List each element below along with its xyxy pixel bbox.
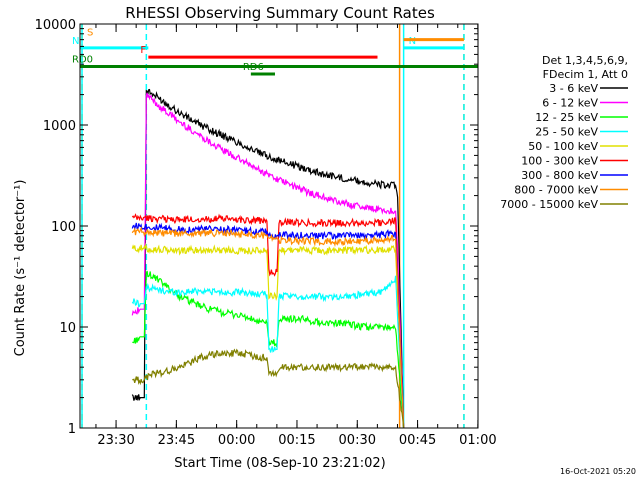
y-tick-label: 10 (59, 321, 76, 336)
legend-entry-12-25-kev: 12 - 25 keV (535, 111, 598, 124)
legend-entry-3-6-kev: 3 - 6 keV (549, 82, 598, 95)
state-label-5: RD6 (243, 62, 264, 73)
legend-header-decimation: FDecim 1, Att 0 (543, 68, 628, 81)
state-label-4: RD0 (72, 54, 93, 65)
x-tick-label: 00:00 (218, 433, 255, 448)
state-label-3: F (140, 45, 146, 56)
legend-entry-6-12-kev: 6 - 12 keV (542, 97, 598, 110)
legend-entry-800-7000-kev: 800 - 7000 keV (514, 184, 598, 197)
y-axis-label: Count Rate (s⁻¹ detector⁻¹) (13, 180, 28, 357)
x-tick-label: 00:30 (339, 433, 376, 448)
series-line-3-6-kev (131, 88, 405, 429)
x-tick-label: 23:45 (158, 433, 195, 448)
y-tick-label: 1000 (43, 119, 76, 134)
x-tick-label: 01:00 (459, 433, 496, 448)
state-label-0: S (87, 28, 93, 39)
series-line-50-100-kev (131, 242, 405, 429)
legend-entry-100-300-kev: 100 - 300 keV (521, 155, 598, 168)
x-tick-label: 23:30 (97, 433, 134, 448)
series-line-6-12-kev (131, 92, 405, 429)
y-tick-label: 10000 (35, 18, 76, 33)
series-line-100-300-kev (131, 213, 405, 429)
series-line-300-800-kev (131, 222, 405, 429)
axes: 1 10 100 1000 10000 23:30 23:45 00:00 00:15 00:30… (35, 18, 497, 448)
chart-title: RHESSI Observing Summary Count Rates (125, 4, 435, 22)
x-axis-label: Start Time (08-Sep-10 23:21:02) (174, 456, 385, 471)
legend-entry-300-800-kev: 300 - 800 keV (521, 169, 598, 182)
x-tick-label: 00:15 (278, 433, 315, 448)
legend-header-detectors: Det 1,3,4,5,6,9, (542, 54, 628, 67)
state-label-2: N (409, 36, 416, 47)
y-tick-label: 1 (68, 422, 76, 437)
legend: 3 - 6 keV 6 - 12 keV 12 - 25 keV 25 - 50… (500, 82, 628, 211)
series-line-7000-15000-kev (132, 348, 405, 429)
footer-date: 16-Oct-2021 05:20 (560, 467, 636, 476)
y-tick-label: 100 (51, 220, 76, 235)
legend-entry-7000-15000-kev: 7000 - 15000 keV (500, 198, 598, 211)
legend-entry-50-100-kev: 50 - 100 keV (528, 140, 598, 153)
series-line-800-7000-kev (131, 226, 405, 429)
legend-entry-25-50-kev: 25 - 50 keV (535, 126, 598, 139)
series-line-25-50-kev (131, 275, 405, 429)
state-label-1: N (72, 36, 79, 47)
x-tick-label: 00:45 (399, 433, 436, 448)
